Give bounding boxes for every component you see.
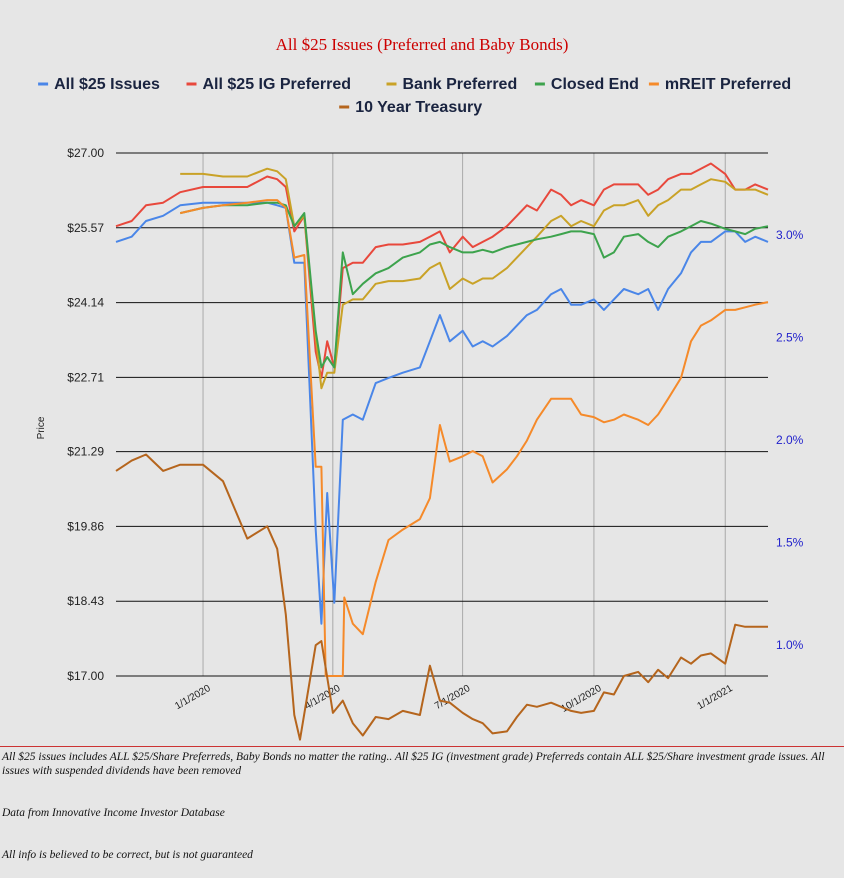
y2-tick-label: 1.0% [776,638,804,652]
y-tick-label: $17.00 [67,669,104,683]
footer-note-definitions: All $25 issues includes ALL $25/Share Pr… [2,751,825,777]
y2-tick-label: 1.5% [776,536,804,550]
y-tick-label: $19.86 [67,519,104,533]
y-axis-label: Price [36,416,47,439]
series-line-mreit-preferred [179,199,769,677]
y2-tick-label: 2.5% [776,331,804,345]
legend-label: 10 Year Treasury [355,99,482,116]
footer-note-disclaimer: All info is believed to be correct, but … [2,849,253,861]
series-line-all-25-issues [115,201,769,625]
legend-label: All $25 IG Preferred [203,76,352,93]
footer-divider [0,746,844,747]
y-tick-label: $25.57 [67,221,104,235]
series-lines [115,162,769,741]
series-line-closed-end [179,201,769,369]
grid [116,152,768,677]
legend-label: Bank Preferred [403,76,518,93]
legend-label: All $25 Issues [54,76,160,93]
y2-tick-label: 3.0% [776,228,804,242]
y-tick-label: $22.71 [67,370,104,384]
chart-background [0,0,844,746]
footer-notes: All $25 issues includes ALL $25/Share Pr… [2,750,840,862]
series-line-10-year-treasury [115,453,768,741]
y-axis-right: 1.0% 1.5% 2.0% 2.5% 3.0% [776,228,804,652]
chart: All $25 Issues (Preferred and Baby Bonds… [0,0,844,746]
y-tick-label: $21.29 [67,445,104,459]
y2-tick-label: 2.0% [776,433,804,447]
y-tick-label: $27.00 [67,146,104,160]
legend: All $25 Issues All $25 IG Preferred Bank P… [38,76,791,116]
chart-title: All $25 Issues (Preferred and Baby Bonds… [276,35,569,54]
series-line-all-25-ig-preferred [115,162,769,379]
y-tick-label: $24.14 [67,296,104,310]
legend-label: mREIT Preferred [665,76,791,93]
footer-note-source: Data from Innovative Income Investor Dat… [2,807,225,819]
y-tick-label: $18.43 [67,594,104,608]
legend-label: Closed End [551,76,639,93]
y-axis-left: $17.00 $18.43 $19.86 $21.29 $22.71 $24.14 $25.… [67,146,104,683]
